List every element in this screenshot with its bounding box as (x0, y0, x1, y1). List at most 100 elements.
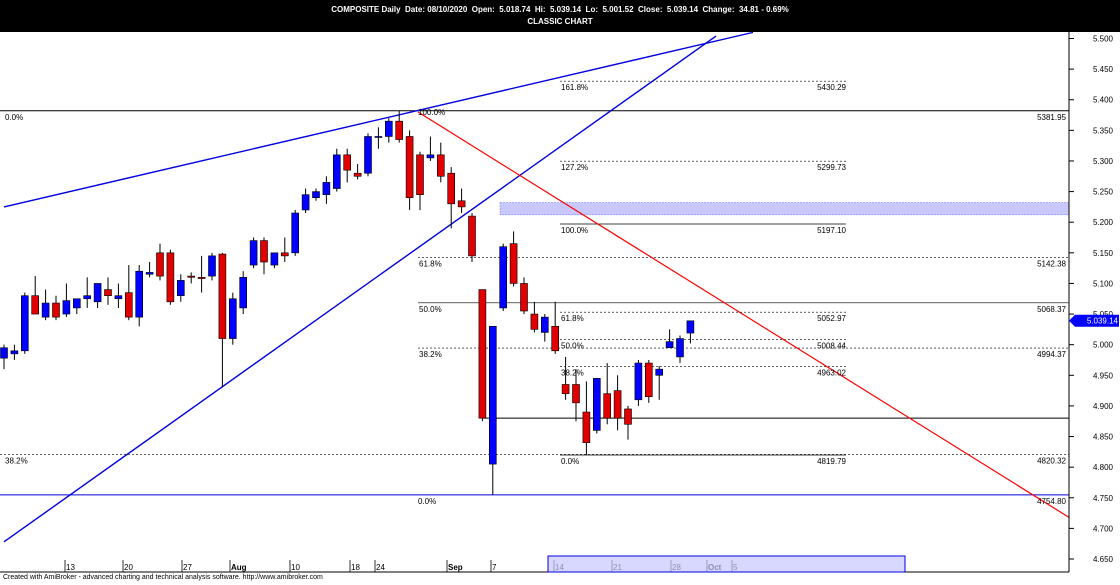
candle-body-up[interactable] (665, 341, 674, 349)
candle-body-down[interactable] (572, 384, 580, 404)
candle-body-up[interactable] (301, 194, 310, 211)
fib-label-right: 4994.37 (1037, 350, 1066, 359)
candle-body-down[interactable] (603, 393, 612, 419)
candle-body-up[interactable] (332, 154, 341, 189)
fib-label-left: 0.0% (418, 497, 436, 506)
candle-body-up[interactable] (145, 272, 154, 275)
candle-body-down[interactable] (125, 292, 133, 318)
candle-body-down[interactable] (509, 243, 518, 284)
x-tick-label: Sep (448, 563, 463, 572)
candle-body-down[interactable] (478, 289, 487, 419)
candle-body-down[interactable] (156, 252, 164, 277)
candle-body-up[interactable] (10, 350, 19, 355)
candle-body-up[interactable] (676, 338, 684, 358)
y-tick-label: 4.750 (1093, 494, 1114, 503)
candle-body-down[interactable] (197, 277, 206, 279)
y-tick-label: 4.900 (1093, 402, 1114, 411)
candle-body-down[interactable] (260, 240, 268, 263)
y-tick-label: 5.100 (1093, 279, 1114, 288)
candle-body-down[interactable] (468, 215, 476, 257)
y-tick-label: 4.950 (1093, 371, 1114, 380)
candle-body-down[interactable] (395, 120, 404, 140)
candle-body-up[interactable] (634, 362, 643, 401)
projection-label-left: 38.2% (561, 369, 584, 378)
candle-body-up[interactable] (499, 246, 508, 309)
candle-body-up[interactable] (540, 316, 549, 333)
candle-body-down[interactable] (613, 390, 622, 419)
candle-body-down[interactable] (218, 253, 227, 339)
trendline-descending (417, 111, 1070, 518)
projection-label-left: 0.0% (561, 457, 579, 466)
level-label-right: 4754.80 (1037, 497, 1066, 506)
x-tick-label: 27 (183, 563, 192, 572)
candle-body-up[interactable] (229, 298, 237, 339)
fib-label-left: 50.0% (419, 305, 442, 314)
candle-body-up[interactable] (291, 212, 300, 254)
candle-body-down[interactable] (582, 411, 591, 443)
candle-body-up[interactable] (270, 252, 279, 266)
x-tick-label: 7 (492, 563, 497, 572)
candle-body-down[interactable] (166, 252, 175, 303)
y-tick-label: 5.450 (1093, 65, 1114, 74)
candle-body-down[interactable] (644, 362, 653, 398)
candle-body-down[interactable] (280, 252, 289, 257)
candle-body-up[interactable] (592, 378, 601, 431)
candle-body-down[interactable] (447, 172, 456, 205)
candle-body-down[interactable] (405, 136, 414, 199)
chart-style-label: CLASSIC CHART (527, 17, 593, 26)
candle-body-up[interactable] (20, 295, 29, 352)
y-tick-label: 4.650 (1093, 555, 1114, 564)
candle-body-down[interactable] (551, 326, 560, 352)
candle-body-down[interactable] (31, 295, 40, 315)
candle-body-up[interactable] (488, 326, 497, 465)
candle-body-up[interactable] (83, 295, 91, 300)
y-tick-label: 5.150 (1093, 249, 1114, 258)
candle-body-up[interactable] (62, 300, 71, 315)
candle-body-up[interactable] (249, 240, 258, 266)
candle-body-up[interactable] (73, 298, 81, 309)
candle-body-down[interactable] (52, 302, 60, 318)
y-tick-label: 5.500 (1093, 35, 1114, 44)
candle-body-down[interactable] (104, 289, 112, 296)
candle-body-up[interactable] (364, 136, 372, 174)
projection-label-right: 5430.29 (817, 83, 846, 92)
candle-body-up[interactable] (135, 270, 143, 318)
candle-body-down[interactable] (436, 154, 445, 177)
candle-body-up[interactable] (426, 154, 435, 159)
candle-body-up[interactable] (208, 255, 216, 277)
candle-body-up[interactable] (239, 277, 247, 309)
fib-label-right: 5142.38 (1037, 259, 1066, 268)
y-tick-label: 5.350 (1093, 126, 1114, 135)
x-tick-label: 10 (291, 563, 300, 572)
y-tick-label: 4.850 (1093, 433, 1114, 442)
x-tick-label: 18 (351, 563, 360, 572)
candle-body-up[interactable] (93, 283, 102, 303)
y-tick-label: 5.250 (1093, 188, 1114, 197)
date-range-selection[interactable] (547, 555, 906, 573)
candle-body-up[interactable] (177, 280, 185, 296)
candle-body-down[interactable] (530, 313, 539, 330)
candle-body-down[interactable] (520, 283, 528, 312)
candle-body-down[interactable] (624, 408, 632, 425)
candle-body-up[interactable] (0, 347, 8, 359)
candle-body-up[interactable] (384, 120, 393, 137)
candle-body-up[interactable] (374, 136, 383, 138)
candle-body-up[interactable] (41, 302, 50, 318)
candle-body-down[interactable] (343, 154, 352, 171)
candle-body-down[interactable] (457, 200, 466, 208)
candle-body-up[interactable] (655, 368, 664, 376)
candle-body-up[interactable] (322, 182, 331, 195)
candle-body-down[interactable] (353, 172, 362, 177)
fib-label-left: 100.0% (418, 108, 445, 117)
last-price-badge (1069, 314, 1119, 327)
y-tick-label: 5.200 (1093, 218, 1114, 227)
candle-body-down[interactable] (416, 154, 424, 195)
candle-body-down[interactable] (187, 275, 195, 278)
candle-body-down[interactable] (561, 384, 570, 394)
candle-body-up[interactable] (114, 295, 123, 300)
candle-body-up[interactable] (312, 191, 320, 199)
y-tick-label: 5.050 (1093, 310, 1114, 319)
projection-label-right: 5008.44 (817, 342, 846, 351)
candle-body-up[interactable] (686, 320, 695, 334)
